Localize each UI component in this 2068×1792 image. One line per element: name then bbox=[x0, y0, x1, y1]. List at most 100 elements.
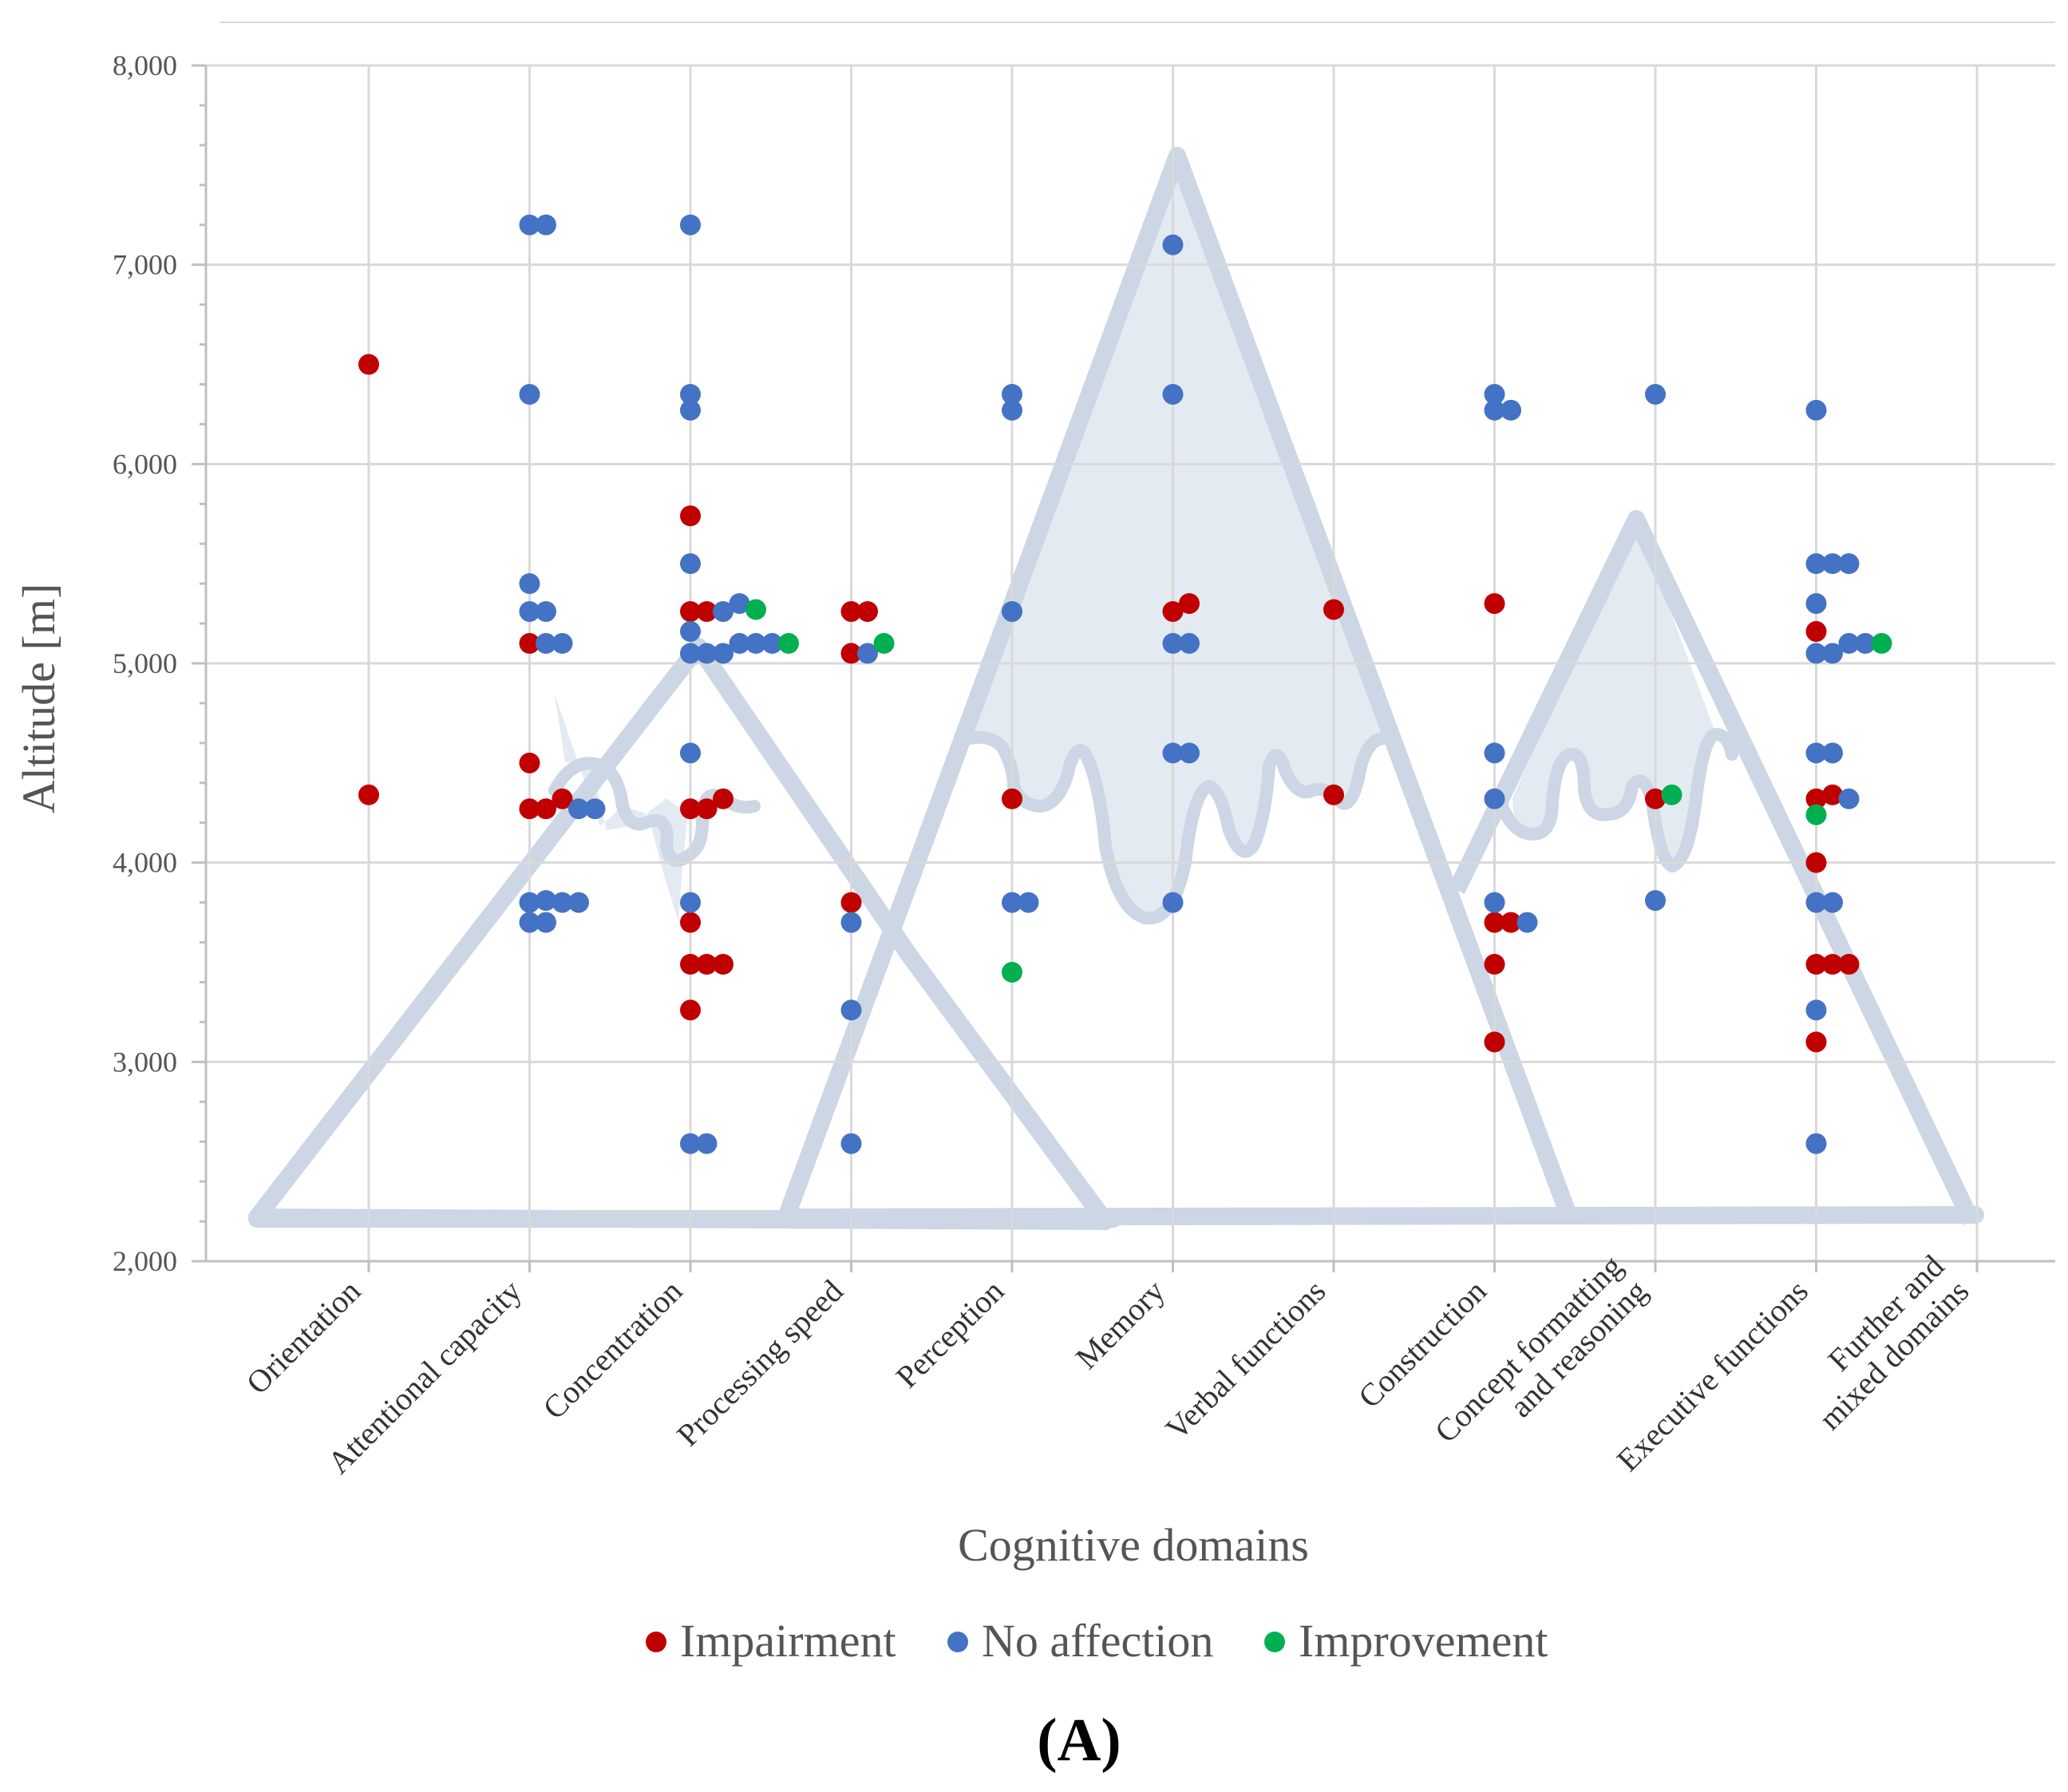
data-point bbox=[713, 788, 733, 809]
data-point bbox=[680, 399, 701, 421]
data-point bbox=[680, 214, 701, 235]
data-point bbox=[840, 643, 862, 664]
data-point bbox=[840, 999, 862, 1021]
data-point bbox=[1484, 593, 1505, 615]
data-point bbox=[696, 798, 718, 820]
legend: Impairment No affection Improvement bbox=[646, 1615, 1548, 1667]
y-tick-label: 5,000 bbox=[113, 647, 177, 679]
data-point bbox=[1002, 788, 1022, 809]
x-axis-title: Cognitive domains bbox=[958, 1519, 1309, 1571]
data-point bbox=[1822, 953, 1843, 975]
data-point bbox=[519, 892, 540, 913]
data-point bbox=[680, 643, 701, 664]
y-tick-label: 2,000 bbox=[113, 1245, 177, 1277]
y-tick-label: 7,000 bbox=[113, 249, 177, 281]
data-point bbox=[1645, 890, 1666, 912]
data-point bbox=[1484, 742, 1505, 764]
panel-label: (A) bbox=[1037, 1707, 1121, 1774]
data-point bbox=[519, 573, 540, 595]
data-point bbox=[729, 593, 750, 615]
data-point bbox=[696, 953, 718, 975]
legend-label: Impairment bbox=[680, 1615, 896, 1667]
legend-marker bbox=[646, 1632, 666, 1652]
y-tick-labels: 2,000 3,000 4,000 5,000 6,000 7,000 8,000 bbox=[113, 49, 177, 1277]
data-point bbox=[1805, 999, 1827, 1021]
data-point bbox=[1002, 601, 1022, 623]
data-point bbox=[729, 633, 750, 655]
y-tick-label: 4,000 bbox=[113, 847, 177, 879]
data-point bbox=[584, 798, 606, 820]
data-point bbox=[1484, 912, 1505, 933]
legend-item: Improvement bbox=[1264, 1615, 1548, 1667]
right-mountain-outline bbox=[1449, 510, 1979, 1225]
data-point bbox=[536, 890, 556, 912]
middle-mountain-fill bbox=[970, 156, 1385, 916]
data-point bbox=[840, 601, 862, 623]
data-point bbox=[1501, 399, 1521, 421]
data-point bbox=[1805, 788, 1827, 809]
data-point bbox=[1871, 633, 1892, 655]
data-point bbox=[696, 601, 718, 623]
data-point bbox=[680, 1133, 701, 1154]
data-point bbox=[1805, 742, 1827, 764]
data-point bbox=[1805, 593, 1827, 615]
data-point bbox=[1501, 912, 1521, 933]
data-point bbox=[1162, 633, 1184, 655]
data-point bbox=[1838, 953, 1860, 975]
data-point bbox=[519, 752, 540, 773]
legend-label: Improvement bbox=[1299, 1615, 1548, 1667]
middle-mountain-snowline bbox=[963, 730, 1391, 925]
data-point bbox=[1805, 621, 1827, 643]
data-point bbox=[1162, 892, 1184, 913]
data-point bbox=[696, 643, 718, 664]
data-point bbox=[713, 643, 733, 664]
data-point bbox=[552, 892, 573, 913]
data-point bbox=[358, 354, 379, 375]
data-point bbox=[857, 643, 878, 664]
data-point bbox=[1838, 788, 1860, 809]
data-point bbox=[1162, 742, 1184, 764]
data-point bbox=[745, 633, 766, 655]
mountain-ground-line bbox=[248, 1206, 1984, 1228]
data-point bbox=[680, 953, 701, 975]
data-point bbox=[552, 788, 573, 809]
data-point bbox=[1484, 1031, 1505, 1053]
data-point bbox=[680, 892, 701, 913]
data-point bbox=[1822, 784, 1843, 805]
data-points bbox=[358, 214, 1892, 1154]
data-point bbox=[1162, 383, 1184, 405]
data-point bbox=[1018, 892, 1039, 913]
plot-axes bbox=[192, 64, 2055, 1272]
data-point bbox=[713, 601, 733, 623]
data-point bbox=[1661, 784, 1682, 805]
data-point bbox=[1179, 633, 1200, 655]
data-point bbox=[1002, 383, 1022, 405]
data-point bbox=[1805, 643, 1827, 664]
data-point bbox=[680, 553, 701, 575]
data-point bbox=[1179, 593, 1200, 615]
data-point bbox=[1323, 599, 1344, 620]
y-tick-label: 8,000 bbox=[113, 49, 177, 81]
data-point bbox=[1822, 742, 1843, 764]
data-point bbox=[680, 798, 701, 820]
legend-marker bbox=[1264, 1632, 1285, 1652]
right-mountain-snowline bbox=[1494, 727, 1738, 873]
data-point bbox=[552, 633, 573, 655]
data-point bbox=[1822, 892, 1843, 913]
data-point bbox=[840, 892, 862, 913]
data-point bbox=[840, 912, 862, 933]
data-point bbox=[1484, 383, 1505, 405]
data-point bbox=[1645, 383, 1666, 405]
left-mountain-snowline bbox=[548, 757, 761, 867]
y-tick-label: 3,000 bbox=[113, 1046, 177, 1078]
data-point bbox=[873, 633, 895, 655]
data-point bbox=[519, 383, 540, 405]
data-point bbox=[1822, 643, 1843, 664]
data-point bbox=[1162, 234, 1184, 255]
data-point bbox=[1805, 1133, 1827, 1154]
data-point bbox=[680, 999, 701, 1021]
data-point bbox=[519, 798, 540, 820]
data-point bbox=[1002, 399, 1022, 421]
data-point bbox=[519, 601, 540, 623]
data-point bbox=[1516, 912, 1538, 933]
